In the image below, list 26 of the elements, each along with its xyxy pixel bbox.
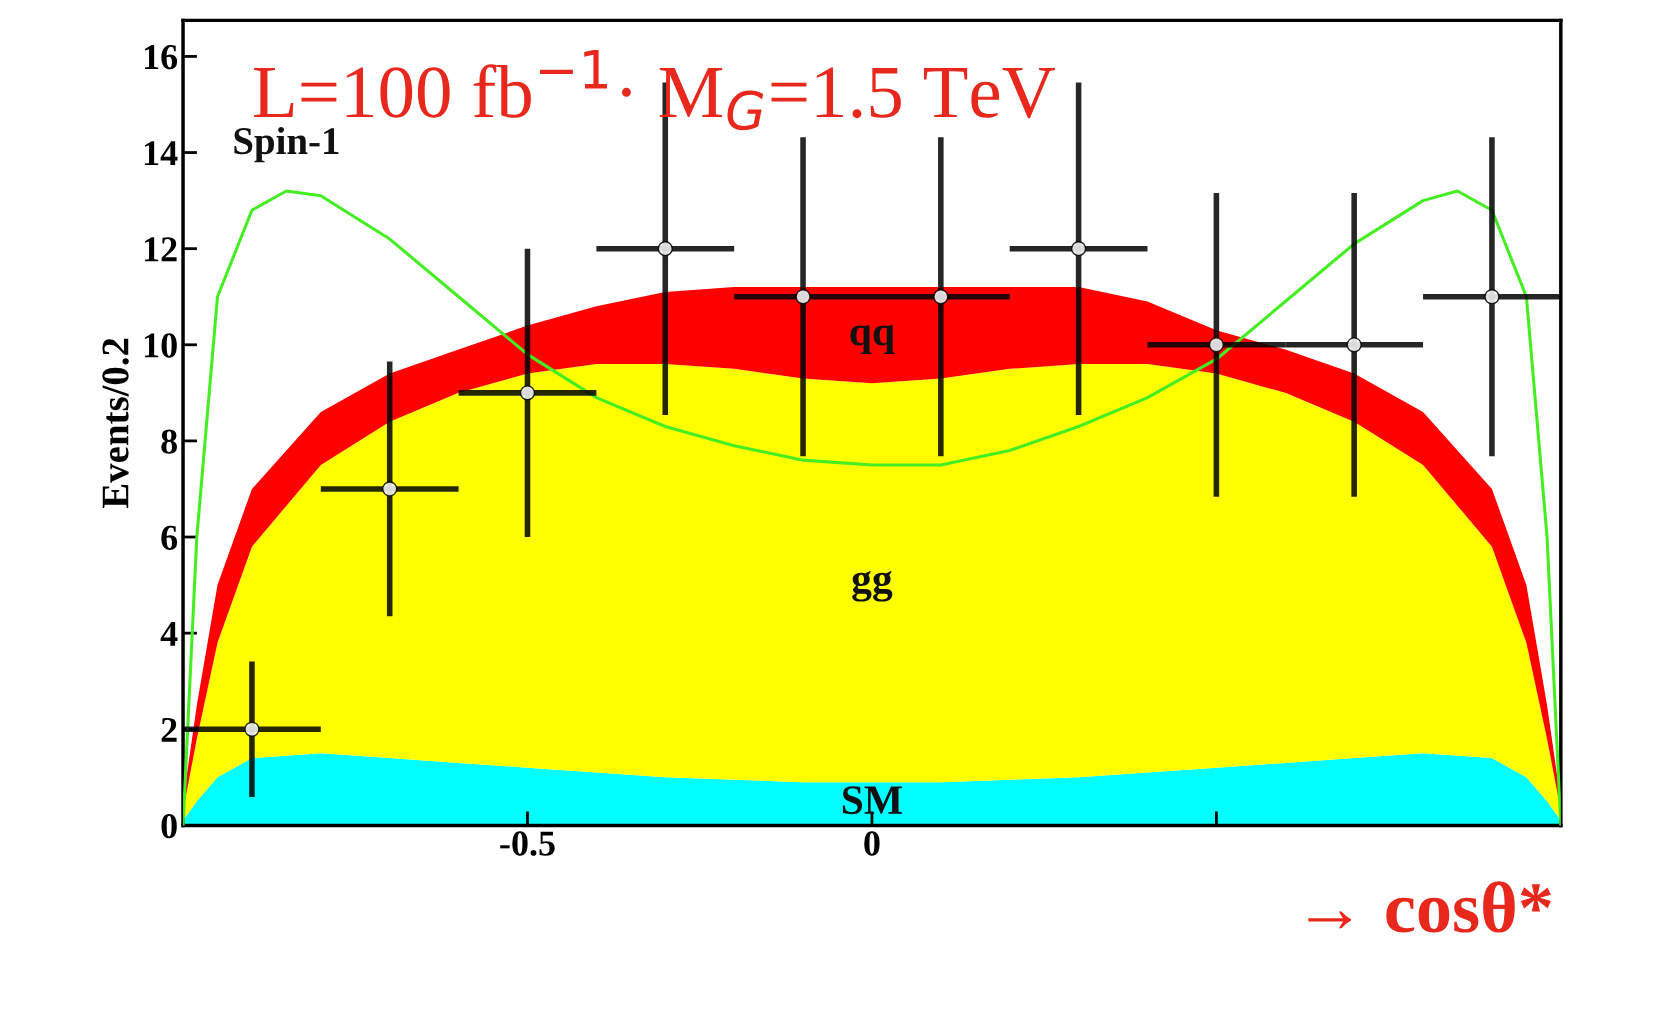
point (1070, 241, 1087, 257)
y-tick-label: 14 (144, 141, 178, 166)
point (1346, 337, 1362, 353)
point (657, 241, 673, 257)
y-tick-label: 2 (161, 717, 177, 742)
point (382, 481, 398, 497)
y-tick-label: 8 (161, 429, 177, 454)
point (1484, 289, 1500, 305)
series-label: gg (852, 571, 893, 602)
series-label: SM (842, 786, 902, 815)
y-tick-label: 10 (144, 333, 177, 358)
point (244, 721, 260, 737)
y-tick-label: 0 (161, 813, 177, 839)
point (1208, 337, 1225, 353)
x-tick-label: -0.5 (500, 831, 555, 856)
y-tick-label: 16 (144, 45, 178, 70)
x-axis-title: → cosθ* (1308, 881, 1551, 933)
y-axis-title: Events/0.2 (102, 338, 129, 509)
series-label: qq (850, 325, 895, 355)
point (795, 289, 811, 305)
y-tick-label: 4 (160, 621, 178, 646)
point (933, 289, 949, 305)
y-tick-label: 12 (144, 237, 177, 262)
point (519, 385, 536, 401)
series-label: Spin-1 (234, 126, 339, 163)
y-tick-label: 6 (161, 525, 178, 550)
